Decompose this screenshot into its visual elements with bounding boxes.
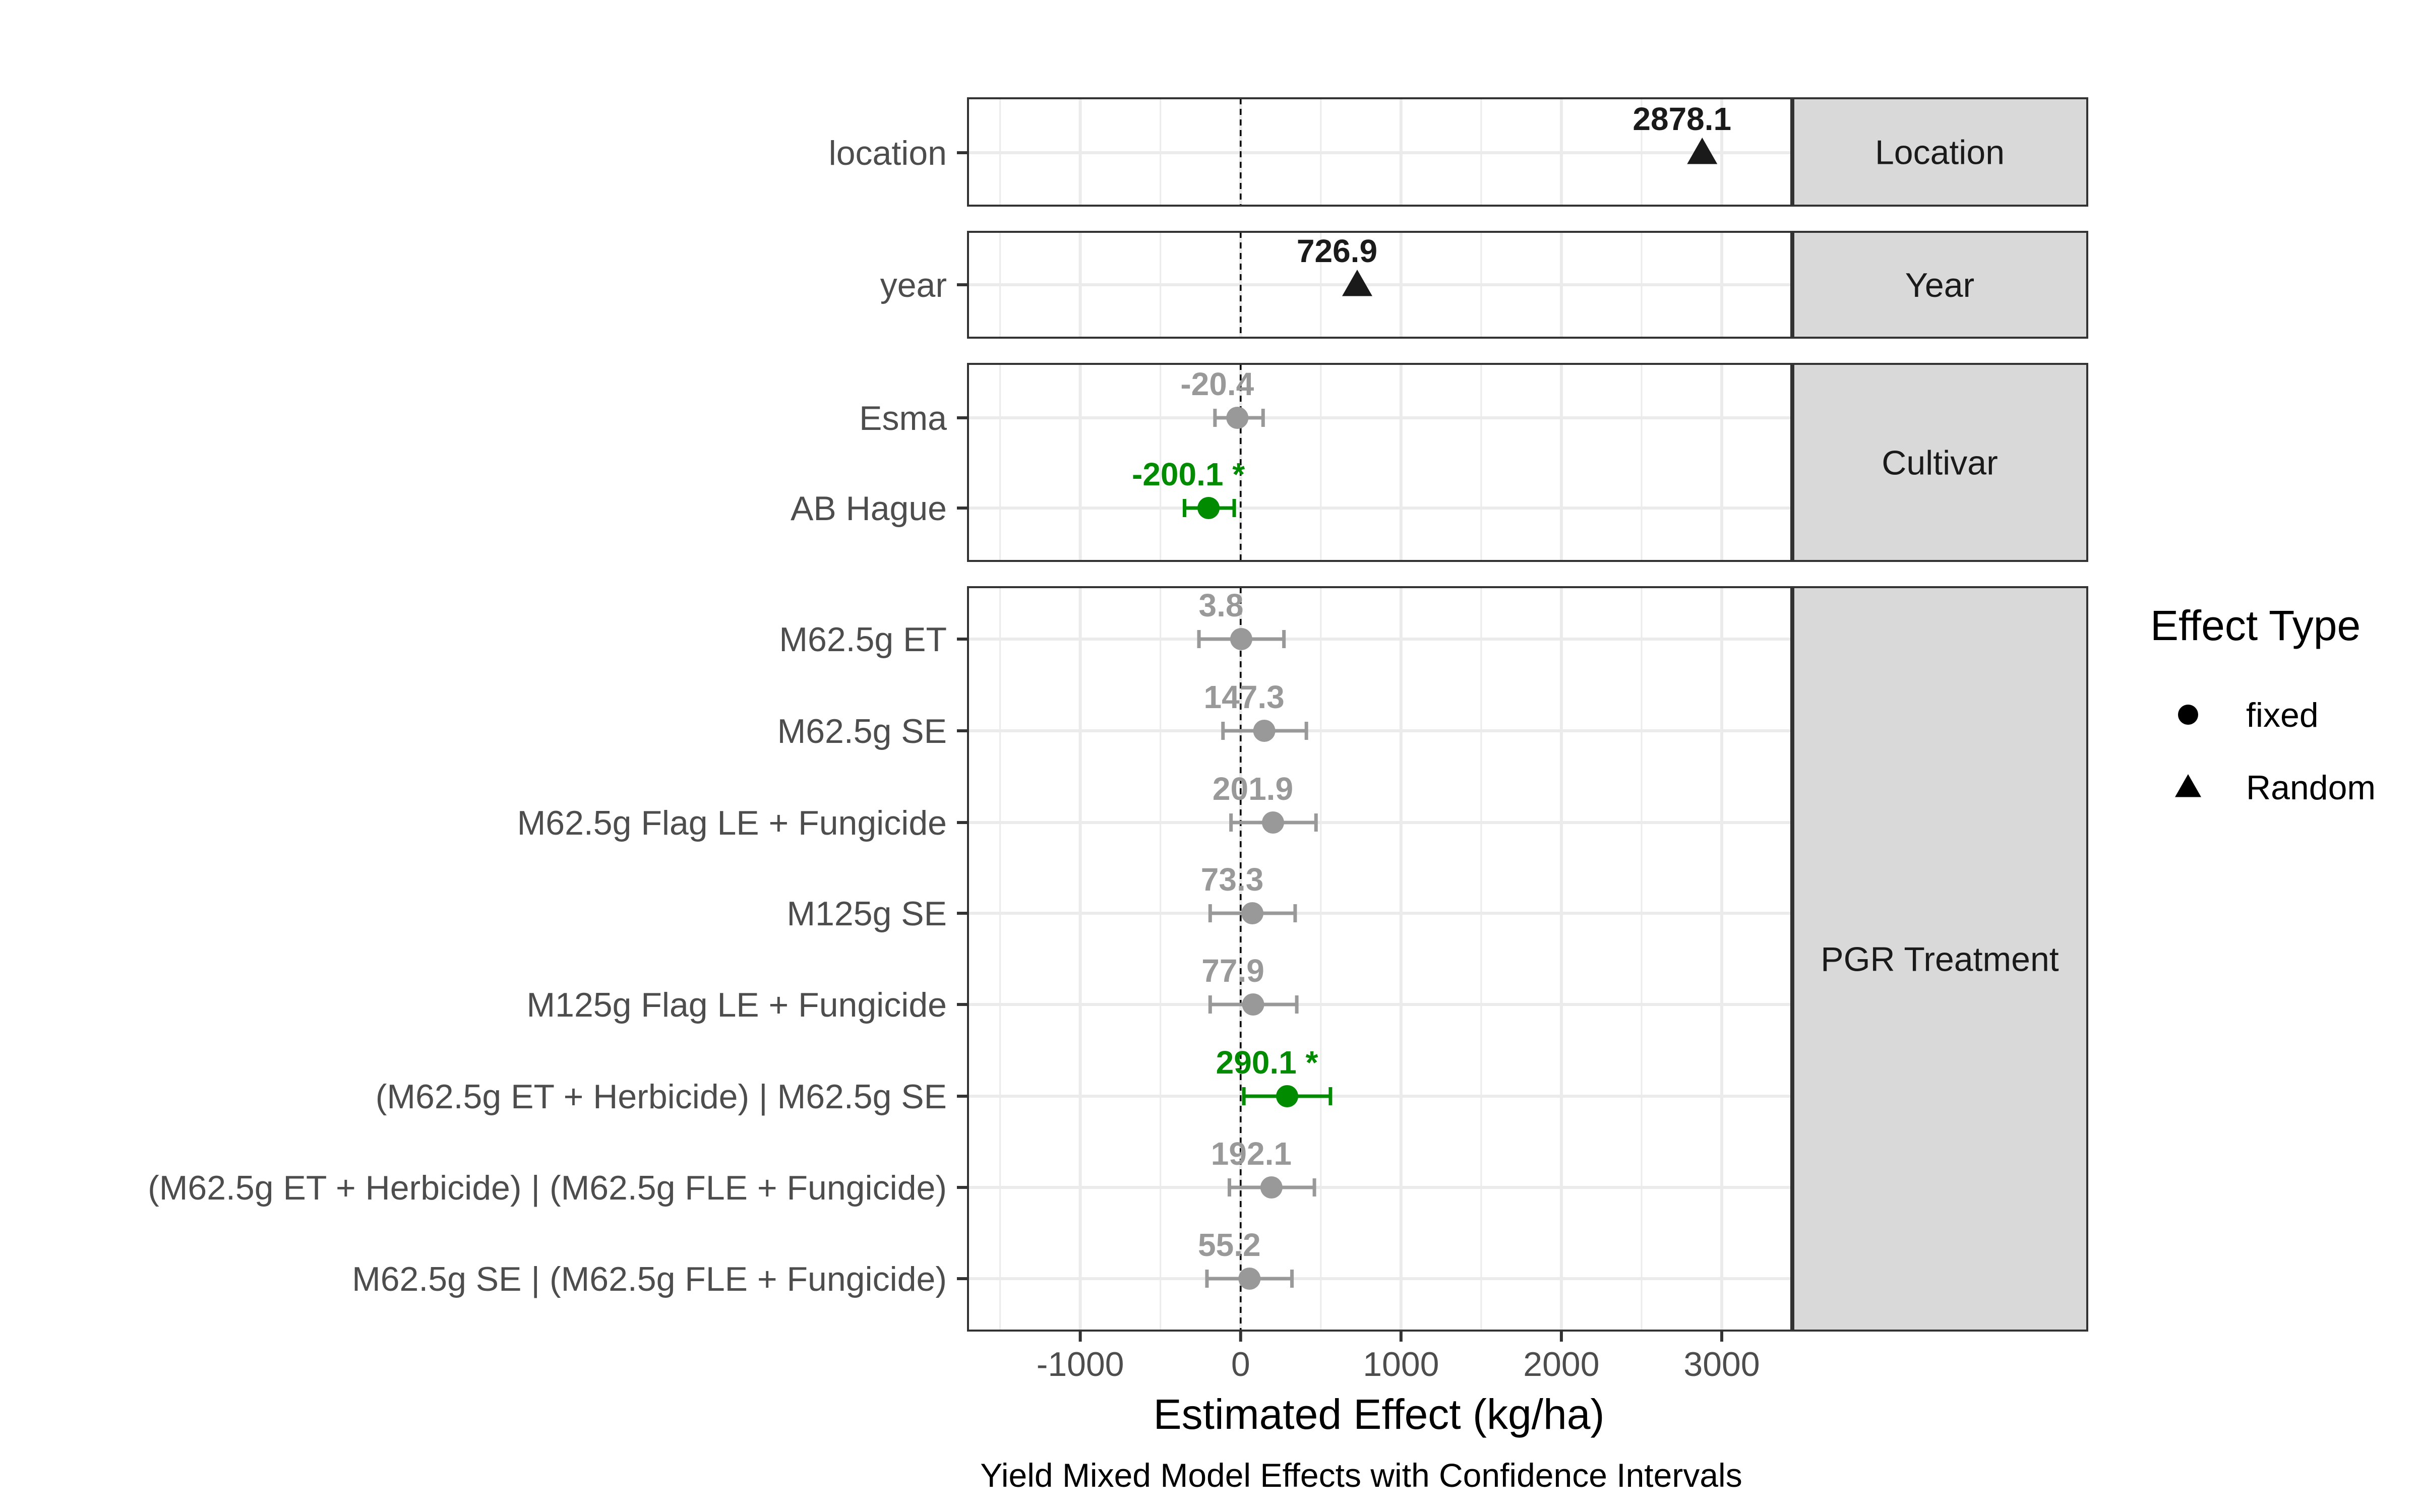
y-tick-label: Esma bbox=[859, 399, 947, 437]
legend-key-triangle bbox=[2175, 774, 2201, 797]
panel-background bbox=[968, 364, 1792, 561]
y-tick-label: (M62.5g ET + Herbicide) | (M62.5g FLE + … bbox=[148, 1169, 947, 1207]
legend-entry-fixed: fixed bbox=[2178, 696, 2319, 734]
data-label: 201.9 bbox=[1213, 771, 1293, 807]
legend-entry-random: Random bbox=[2175, 769, 2376, 807]
effect-row-m62-5g-se: M62.5g SE 147.3 bbox=[777, 679, 1308, 750]
point-estimate bbox=[1242, 993, 1264, 1016]
panel-year: year 726.9 Year bbox=[880, 231, 2088, 339]
x-tick-label: 2000 bbox=[1523, 1345, 1599, 1383]
y-tick-label: location bbox=[829, 134, 947, 172]
legend: Effect Type fixed Random bbox=[2150, 602, 2376, 807]
point-estimate bbox=[1241, 902, 1264, 924]
effect-row-m62-5g-se-m62-5g-fle-fungicide: M62.5g SE | (M62.5g FLE + Fungicide) 55.2 bbox=[352, 1227, 1294, 1298]
y-tick-label: M125g SE bbox=[786, 895, 947, 933]
data-label: 726.9 bbox=[1297, 233, 1377, 269]
data-label: 290.1 * bbox=[1216, 1044, 1318, 1081]
facet-strip-label: Year bbox=[1905, 266, 1974, 304]
data-label: 73.3 bbox=[1201, 861, 1264, 898]
point-estimate bbox=[1261, 811, 1284, 834]
x-axis: -1000 0 1000 2000 3000 bbox=[1037, 1331, 1760, 1383]
legend-title: Effect Type bbox=[2150, 602, 2361, 649]
y-tick-label: M62.5g ET bbox=[779, 620, 947, 659]
panels-layer: location 2878.1 Location year 726.9 Year Esma -… bbox=[148, 97, 2088, 1332]
data-label: -20.4 bbox=[1180, 366, 1254, 402]
facet-strip bbox=[1791, 231, 2088, 339]
x-tick-label: 3000 bbox=[1683, 1345, 1760, 1383]
x-tick-label: 0 bbox=[1231, 1345, 1250, 1383]
chart-caption: Yield Mixed Model Effects with Confidenc… bbox=[980, 1457, 1742, 1494]
facet-strip-label: Cultivar bbox=[1882, 444, 1998, 482]
point-estimate bbox=[1253, 720, 1276, 742]
data-label: 55.2 bbox=[1198, 1227, 1261, 1263]
effect-row-location: location 2878.1 bbox=[829, 101, 1732, 172]
panel-background bbox=[968, 587, 1792, 1331]
y-tick-label: (M62.5g ET + Herbicide) | M62.5g SE bbox=[376, 1078, 947, 1116]
effect-row-year: year 726.9 bbox=[880, 233, 1377, 304]
facet-strip-label: PGR Treatment bbox=[1821, 940, 2059, 979]
effect-row-m62-5g-flag-le-fungicide: M62.5g Flag LE + Fungicide 201.9 bbox=[517, 771, 1318, 842]
effect-row-m125g-flag-le-fungicide: M125g Flag LE + Fungicide 77.9 bbox=[527, 953, 1299, 1024]
facet-strip bbox=[1791, 97, 2088, 207]
legend-label: Random bbox=[2246, 769, 2376, 807]
y-tick-label: M62.5g Flag LE + Fungicide bbox=[517, 804, 947, 842]
y-tick-label: M125g Flag LE + Fungicide bbox=[527, 986, 947, 1024]
point-random bbox=[1687, 138, 1718, 164]
data-label: 77.9 bbox=[1201, 953, 1264, 989]
effect-row-esma: Esma -20.4 bbox=[859, 366, 1265, 437]
x-tick-label: -1000 bbox=[1037, 1345, 1124, 1383]
point-estimate bbox=[1276, 1085, 1299, 1107]
effect-row-m62-5g-et: M62.5g ET 3.8 bbox=[779, 587, 1286, 659]
effect-row-ab-hague: AB Hague -200.1 * bbox=[791, 456, 1245, 528]
data-label: 192.1 bbox=[1211, 1136, 1292, 1172]
point-estimate bbox=[1197, 497, 1220, 519]
effect-row-m125g-se: M125g SE 73.3 bbox=[786, 861, 1297, 933]
panel-cultivar: Esma -20.4 AB Hague -200.1 * Cultivar bbox=[791, 363, 2088, 562]
panel-location: location 2878.1 Location bbox=[829, 97, 2088, 207]
y-tick-label: M62.5g SE | (M62.5g FLE + Fungicide) bbox=[352, 1260, 947, 1298]
effect-row-m62-5g-et-herbicide-m62-5g-se: (M62.5g ET + Herbicide) | M62.5g SE 290.1… bbox=[376, 1044, 1333, 1116]
legend-key-circle bbox=[2178, 705, 2198, 725]
data-label: 3.8 bbox=[1198, 587, 1243, 623]
point-estimate bbox=[1238, 1268, 1261, 1290]
panel-pgr-treatment: M62.5g ET 3.8 M62.5g SE 147.3 M62.5g Flag LE… bbox=[148, 586, 2088, 1332]
data-label: -200.1 * bbox=[1132, 456, 1245, 492]
y-tick-label: M62.5g SE bbox=[777, 712, 947, 750]
point-estimate bbox=[1230, 628, 1252, 650]
point-estimate bbox=[1226, 407, 1249, 429]
point-random bbox=[1342, 270, 1372, 296]
facet-strip-label: Location bbox=[1875, 134, 2005, 172]
data-label: 2878.1 bbox=[1632, 101, 1731, 137]
y-tick-label: year bbox=[880, 266, 947, 304]
point-estimate bbox=[1260, 1176, 1283, 1199]
data-label: 147.3 bbox=[1204, 679, 1285, 715]
legend-label: fixed bbox=[2246, 696, 2319, 734]
x-tick-label: 1000 bbox=[1363, 1345, 1439, 1383]
facet-strip bbox=[1791, 363, 2088, 562]
effect-row-m62-5g-et-herbicide-m62-5g-fle-fungicide: (M62.5g ET + Herbicide) | (M62.5g FLE + … bbox=[148, 1136, 1316, 1207]
y-tick-label: AB Hague bbox=[791, 489, 947, 528]
facet-strip bbox=[1791, 586, 2088, 1332]
x-axis-title: Estimated Effect (kg/ha) bbox=[1154, 1391, 1605, 1438]
